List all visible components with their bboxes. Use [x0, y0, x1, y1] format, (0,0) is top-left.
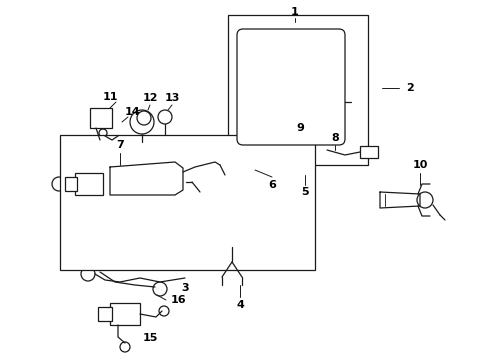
Text: 1: 1	[291, 7, 299, 17]
Text: 12: 12	[142, 93, 158, 103]
Bar	[360, 146, 378, 158]
Text: 7: 7	[116, 140, 124, 150]
Bar	[98, 307, 112, 321]
FancyBboxPatch shape	[237, 29, 345, 145]
Text: 13: 13	[164, 93, 180, 103]
Text: 6: 6	[268, 180, 276, 190]
Text: 14: 14	[124, 107, 140, 117]
Text: 3: 3	[181, 283, 189, 293]
Text: 5: 5	[301, 187, 309, 197]
Text: 11: 11	[102, 92, 118, 102]
Text: 16: 16	[170, 295, 186, 305]
Text: 10: 10	[412, 160, 428, 170]
Text: 9: 9	[296, 123, 304, 133]
Bar	[75, 173, 103, 195]
Bar	[110, 303, 140, 325]
Text: 4: 4	[236, 300, 244, 310]
Bar	[228, 15, 368, 165]
Bar	[65, 177, 77, 191]
Bar	[90, 108, 112, 128]
Text: 2: 2	[406, 83, 414, 93]
Text: 15: 15	[142, 333, 158, 343]
Bar	[60, 135, 315, 270]
Text: 8: 8	[331, 133, 339, 143]
